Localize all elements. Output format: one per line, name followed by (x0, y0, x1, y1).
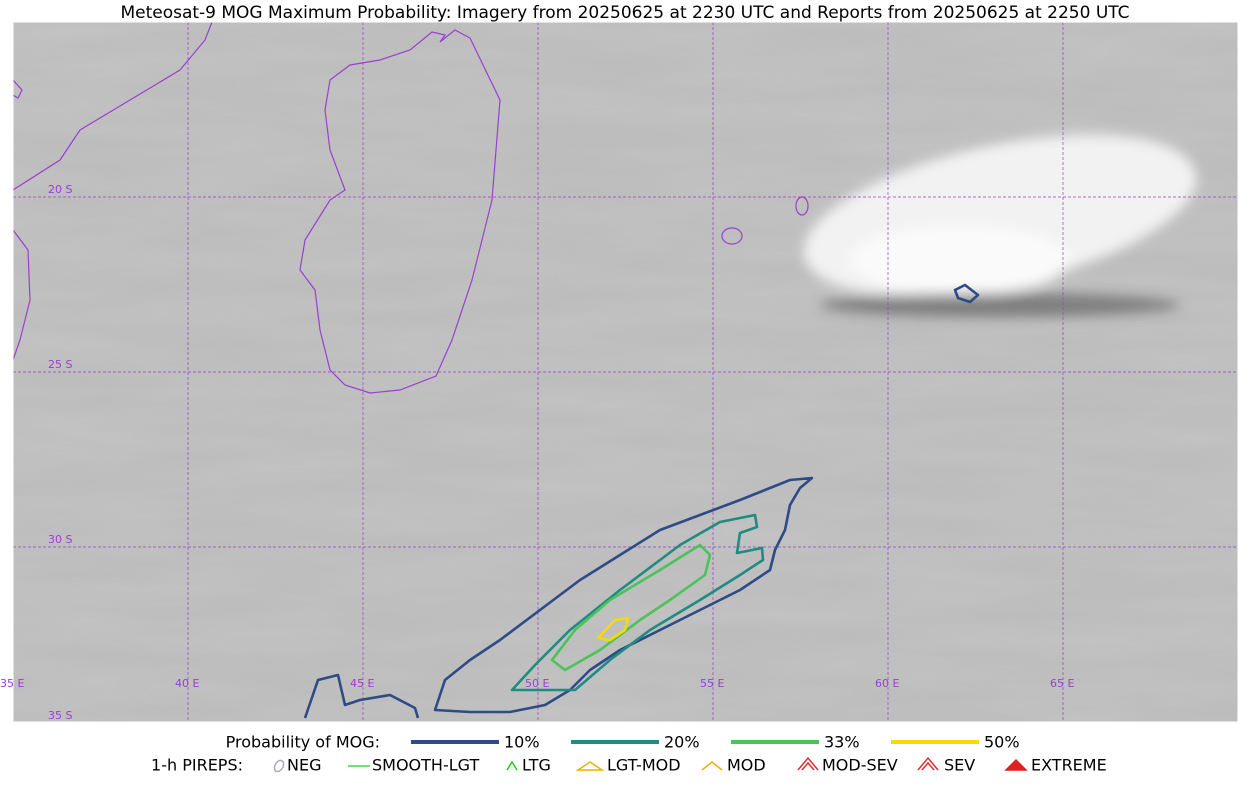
legend-label: MOD-SEV (822, 756, 898, 775)
lat-label: 25 S (48, 358, 72, 371)
lon-label: 60 E (875, 677, 899, 690)
legend-label: SEV (944, 756, 975, 775)
legend-label: 10% (504, 733, 540, 752)
lat-label: 35 S (48, 709, 72, 722)
legend-label: EXTREME (1031, 756, 1107, 775)
lon-label: 35 E (0, 677, 24, 690)
lon-label: 65 E (1050, 677, 1074, 690)
legend-label: LTG (522, 756, 551, 775)
legend-label: 50% (984, 733, 1020, 752)
lon-labels: 35 E 40 E 45 E 50 E 55 E 60 E 65 E (0, 677, 1074, 690)
legend-label: 33% (824, 733, 860, 752)
cloud (803, 134, 1197, 317)
grid (13, 22, 1238, 722)
legend-label: 20% (664, 733, 700, 752)
lon-label: 45 E (350, 677, 374, 690)
legend-title: Probability of MOG: (226, 733, 380, 752)
legend-label: NEG (287, 756, 321, 775)
lon-label: 50 E (525, 677, 549, 690)
contours (303, 283, 980, 719)
lat-label: 30 S (48, 533, 72, 546)
lat-label: 20 S (48, 183, 72, 196)
legend: Probability of MOG: 1-h PIREPS: 10% 20% 33… (151, 733, 1107, 775)
legend-label: SMOOTH-LGT (372, 756, 479, 775)
lon-label: 55 E (700, 677, 724, 690)
legend-title: 1-h PIREPS: (151, 756, 243, 775)
pirep-symbols (273, 756, 1028, 773)
map (13, 22, 1238, 722)
map-frame (12, 21, 1239, 723)
legend-label: LGT-MOD (607, 756, 681, 775)
lat-labels: 20 S 25 S 30 S 35 S (48, 183, 72, 722)
legend-label: MOD (727, 756, 766, 775)
lon-label: 40 E (175, 677, 199, 690)
coastlines (13, 22, 809, 394)
title: Meteosat-9 MOG Maximum Probability: Imag… (120, 3, 1129, 23)
